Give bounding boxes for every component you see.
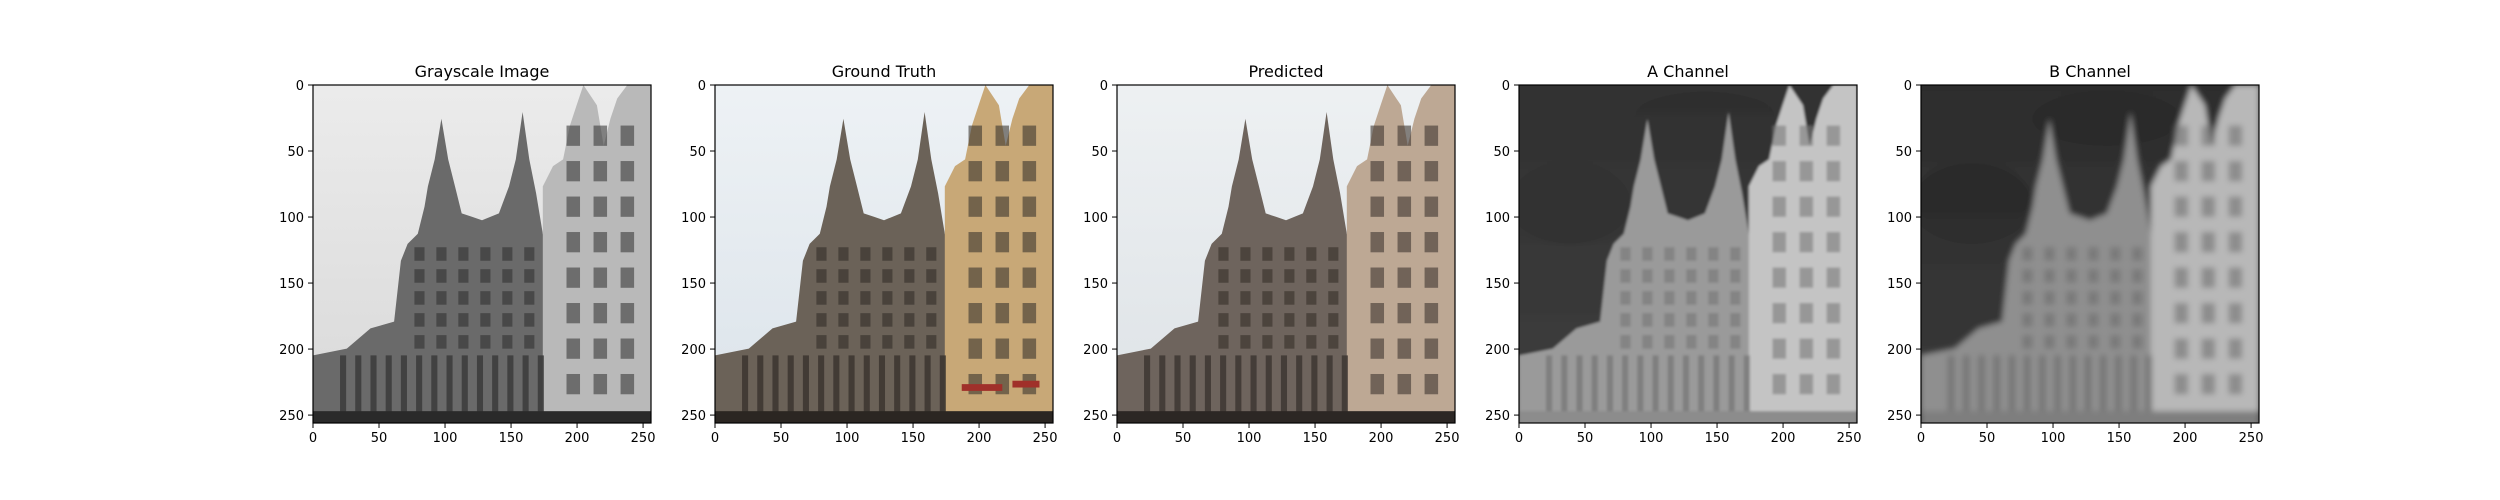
x-tick-label: 100 — [1639, 431, 1664, 446]
x-tick-label: 200 — [1369, 431, 1394, 446]
y-tick-label: 0 — [698, 79, 706, 94]
y-tick-label: 150 — [279, 277, 304, 292]
y-tick-label: 100 — [681, 211, 706, 226]
x-tick-label: 100 — [1237, 431, 1262, 446]
axes-frame — [1920, 84, 2260, 424]
x-tick-label: 250 — [1033, 431, 1058, 446]
street — [1117, 411, 1455, 423]
y-tick-label: 150 — [681, 277, 706, 292]
panel-a-channel: A Channel 0 50 100 150 200 250 0 50 100 150 200 250 — [1485, 62, 1862, 446]
x-tick-label: 200 — [1771, 431, 1796, 446]
x-tick-label: 50 — [371, 431, 388, 446]
main-building — [1921, 112, 2158, 423]
panel-ground-truth: Ground Truth 0 50 100 150 200 250 0 50 100 150 200 2… — [681, 62, 1058, 446]
y-tick-label: 250 — [279, 409, 304, 424]
y-tick-label: 200 — [681, 343, 706, 358]
y-tick-label: 200 — [1887, 343, 1912, 358]
x-tick-label: 50 — [773, 431, 790, 446]
x-tick-label: 250 — [1435, 431, 1460, 446]
panel-b-channel: B Channel 0 50 100 150 200 250 0 50 100 150 200 250 — [1887, 62, 2264, 446]
y-tick-label: 150 — [1083, 277, 1108, 292]
street — [1519, 411, 1857, 423]
y-tick-label: 100 — [1083, 211, 1108, 226]
x-tick-label: 50 — [1577, 431, 1594, 446]
axes-frame — [1518, 84, 1858, 424]
x-tick-label: 250 — [1837, 431, 1862, 446]
y-tick-label: 100 — [279, 211, 304, 226]
y-tick-label: 0 — [1904, 79, 1912, 94]
panel-title: Predicted — [1248, 62, 1323, 81]
y-tick-label: 50 — [689, 145, 706, 160]
panel-image — [313, 85, 651, 423]
y-tick-label: 150 — [1485, 277, 1510, 292]
street — [715, 411, 1053, 423]
x-tick-label: 200 — [565, 431, 590, 446]
street — [313, 411, 651, 423]
x-tick-label: 50 — [1979, 431, 1996, 446]
y-tick-label: 100 — [1485, 211, 1510, 226]
x-tick-label: 150 — [1705, 431, 1730, 446]
x-tick-label: 150 — [499, 431, 524, 446]
x-tick-label: 200 — [2173, 431, 2198, 446]
y-tick-label: 0 — [296, 79, 304, 94]
x-tick-label: 0 — [1113, 431, 1121, 446]
y-tick-label: 250 — [681, 409, 706, 424]
axes-frame — [312, 84, 652, 424]
x-tick-label: 100 — [433, 431, 458, 446]
y-tick-label: 250 — [1485, 409, 1510, 424]
x-tick-label: 200 — [967, 431, 992, 446]
axes-frame — [714, 84, 1054, 424]
panel-title: Ground Truth — [832, 62, 937, 81]
panel-image — [715, 85, 1053, 423]
x-tick-label: 250 — [2239, 431, 2264, 446]
street — [1921, 411, 2259, 423]
y-tick-label: 0 — [1502, 79, 1510, 94]
panel-title: A Channel — [1647, 62, 1729, 81]
y-tick-label: 250 — [1887, 409, 1912, 424]
axes-frame — [1116, 84, 1456, 424]
y-tick-label: 0 — [1100, 79, 1108, 94]
y-tick-label: 200 — [1083, 343, 1108, 358]
y-tick-label: 250 — [1083, 409, 1108, 424]
x-tick-label: 250 — [631, 431, 656, 446]
x-tick-label: 0 — [711, 431, 719, 446]
panels-layer: Grayscale Image 0 50 100 150 200 250 0 50 100 150 2… — [279, 62, 2264, 446]
y-tick-label: 50 — [1493, 145, 1510, 160]
panel-grayscale: Grayscale Image 0 50 100 150 200 250 0 50 100 150 2… — [279, 62, 656, 446]
y-tick-label: 150 — [1887, 277, 1912, 292]
x-tick-label: 50 — [1175, 431, 1192, 446]
x-tick-label: 150 — [901, 431, 926, 446]
y-tick-label: 200 — [279, 343, 304, 358]
x-tick-label: 100 — [2041, 431, 2066, 446]
panel-image — [1117, 85, 1455, 423]
x-tick-label: 100 — [835, 431, 860, 446]
y-tick-label: 50 — [287, 145, 304, 160]
x-tick-label: 150 — [2107, 431, 2132, 446]
y-tick-label: 50 — [1091, 145, 1108, 160]
panel-image — [1921, 85, 2259, 423]
panel-title: Grayscale Image — [415, 62, 550, 81]
y-tick-label: 50 — [1895, 145, 1912, 160]
x-tick-label: 150 — [1303, 431, 1328, 446]
y-tick-label: 100 — [1887, 211, 1912, 226]
x-tick-label: 0 — [1515, 431, 1523, 446]
x-tick-label: 0 — [1917, 431, 1925, 446]
panel-predicted: Predicted 0 50 100 150 200 250 0 50 100 150 200 250 — [1083, 62, 1460, 446]
x-tick-label: 0 — [309, 431, 317, 446]
y-tick-label: 200 — [1485, 343, 1510, 358]
panel-image — [1519, 85, 1857, 423]
panel-title: B Channel — [2049, 62, 2131, 81]
